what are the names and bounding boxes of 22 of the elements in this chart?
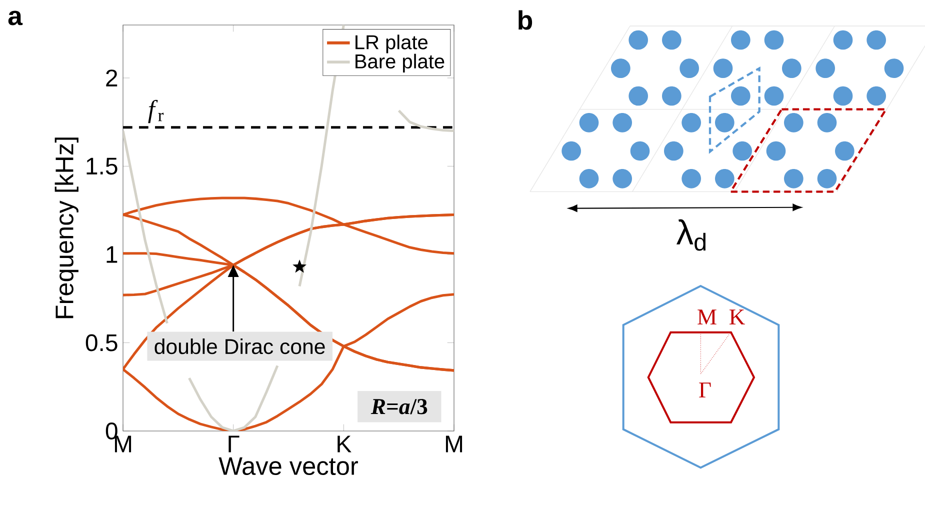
- annotation: double Dirac cone: [154, 338, 325, 354]
- text: K: [729, 310, 745, 324]
- legend-label: LR plate: [356, 34, 428, 54]
- y-tick-label: 0: [106, 422, 118, 440]
- text: Γ: [699, 382, 711, 398]
- x-tick-label: M: [446, 436, 462, 452]
- text: a: [8, 10, 23, 26]
- x-axis-title: Wave vector: [218, 457, 358, 476]
- legend-label: Bare plate: [356, 54, 444, 72]
- text: b: [518, 10, 532, 30]
- y-axis-title: Frequency [kHz]: [54, 138, 78, 318]
- x-tick-label: M: [114, 436, 132, 452]
- ref-line-label: f$_{r}$: [148, 100, 164, 124]
- annotation: R=a/3: [370, 399, 428, 414]
- text: M: [698, 310, 716, 324]
- y-tick-label: 2: [106, 70, 118, 86]
- x-tick-label: Γ: [228, 436, 240, 452]
- x-tick-label: K: [338, 436, 352, 452]
- y-tick-label: 1.5: [86, 158, 118, 175]
- y-tick-label: 0.5: [86, 334, 118, 352]
- text: λ$_{d}$: [676, 219, 706, 251]
- y-tick-label: 1: [106, 246, 118, 263]
